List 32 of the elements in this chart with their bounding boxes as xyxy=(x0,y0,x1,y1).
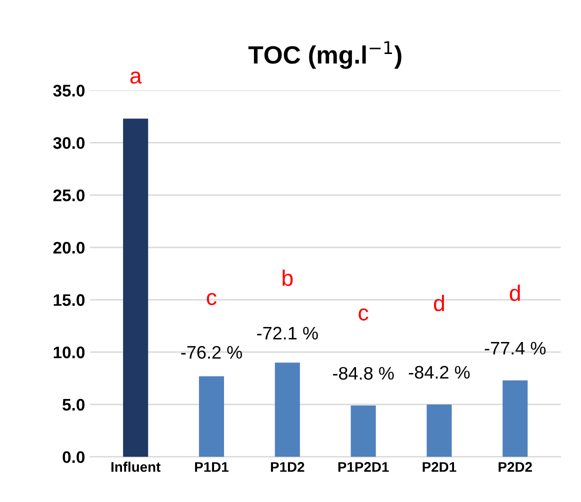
chart-title: TOC (mg.l$^{−1}$) xyxy=(248,41,402,69)
annotation: -84.2 % xyxy=(408,366,470,379)
bar xyxy=(274,362,300,457)
annotation: -84.8 % xyxy=(333,366,394,380)
x-tick-label: P2D2 xyxy=(498,462,532,472)
bar xyxy=(350,406,376,457)
x-tick-label: Influent xyxy=(111,462,160,472)
x-tick-label: P1D2 xyxy=(270,462,304,472)
bar xyxy=(502,380,528,457)
annotation: d xyxy=(434,294,444,312)
y-tick-label: 5.0 xyxy=(62,398,85,411)
y-tick-label: 20.0 xyxy=(53,242,85,254)
annotation: b xyxy=(282,270,293,286)
bar xyxy=(198,376,224,457)
text: a xyxy=(130,72,142,84)
y-tick-label: 35.0 xyxy=(53,84,85,97)
bar xyxy=(123,118,148,457)
annotation: -77.4 % xyxy=(484,342,546,355)
y-tick-label: 25.0 xyxy=(53,189,85,202)
annotation: c xyxy=(358,308,368,321)
y-tick-label: 15.0 xyxy=(54,294,85,306)
y-tick-label: 10.0 xyxy=(54,346,85,358)
x-tick-label: P1D1 xyxy=(195,462,228,472)
bar xyxy=(426,404,452,457)
y-tick-label: 0.0 xyxy=(62,451,85,464)
annotation: c xyxy=(206,292,216,306)
annotation: -76.2 % xyxy=(181,346,242,359)
y-tick-label: 30.0 xyxy=(53,137,85,149)
annotation: -72.1 % xyxy=(257,326,318,340)
x-tick-label: P2D1 xyxy=(422,462,456,472)
annotation: d xyxy=(510,284,520,301)
x-tick-label: P1P2D1 xyxy=(338,462,389,472)
